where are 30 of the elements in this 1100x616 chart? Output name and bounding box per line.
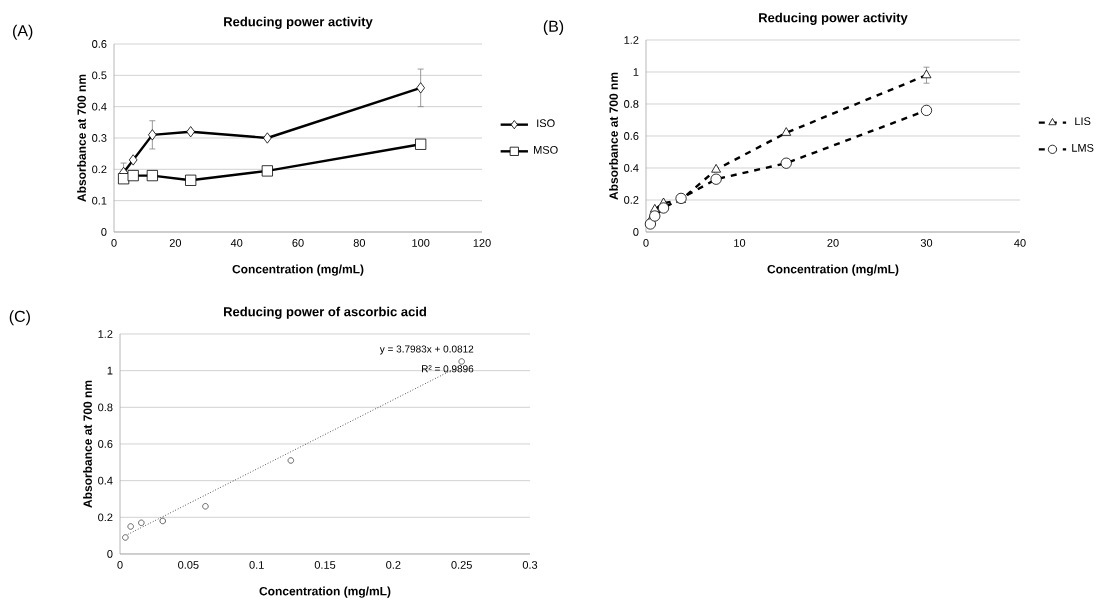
point [780, 157, 792, 169]
text: (B) [543, 20, 564, 36]
point [146, 169, 158, 182]
point [921, 69, 932, 79]
text: (A) [13, 24, 33, 40]
point [127, 169, 139, 182]
point [148, 129, 157, 141]
point [261, 165, 273, 177]
point [657, 202, 670, 214]
point [711, 163, 722, 173]
point [118, 173, 130, 185]
point [287, 457, 295, 464]
point [127, 523, 134, 530]
point [781, 127, 792, 136]
point [263, 132, 272, 144]
point [186, 126, 195, 138]
point [122, 534, 129, 541]
point [128, 154, 138, 166]
text: (C) [9, 310, 30, 326]
point [710, 173, 722, 185]
point [159, 517, 166, 525]
point [138, 519, 145, 527]
point [202, 503, 209, 510]
point [415, 138, 427, 150]
point [416, 82, 425, 94]
point [185, 174, 197, 186]
point [920, 104, 933, 116]
point [644, 218, 656, 230]
point [458, 358, 465, 365]
point [649, 210, 661, 222]
